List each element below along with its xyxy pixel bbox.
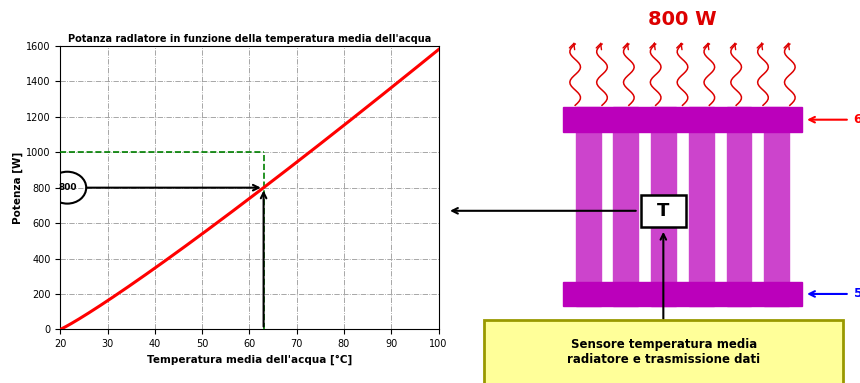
Bar bbox=[641, 195, 686, 227]
Bar bbox=[562, 282, 802, 306]
Y-axis label: Potenza [W]: Potenza [W] bbox=[13, 152, 23, 224]
FancyBboxPatch shape bbox=[484, 320, 844, 383]
Title: Potanza radlatore in funzione della temperatura media dell'acqua: Potanza radlatore in funzione della temp… bbox=[68, 34, 431, 44]
Bar bbox=[765, 107, 789, 306]
Bar bbox=[727, 107, 752, 306]
Text: 67 °C: 67 °C bbox=[854, 113, 860, 126]
Text: T: T bbox=[657, 202, 670, 220]
Text: 800: 800 bbox=[58, 183, 77, 192]
Bar bbox=[575, 107, 600, 306]
Text: Sensore temperatura media
radiatore e trasmissione dati: Sensore temperatura media radiatore e tr… bbox=[568, 338, 760, 367]
Bar bbox=[651, 107, 676, 306]
Text: 57 °C: 57 °C bbox=[854, 288, 860, 300]
X-axis label: Temperatura media dell'acqua [°C]: Temperatura media dell'acqua [°C] bbox=[147, 355, 352, 365]
Bar bbox=[689, 107, 714, 306]
Bar bbox=[562, 107, 802, 132]
Bar bbox=[613, 107, 638, 306]
Text: 800 W: 800 W bbox=[648, 10, 716, 29]
